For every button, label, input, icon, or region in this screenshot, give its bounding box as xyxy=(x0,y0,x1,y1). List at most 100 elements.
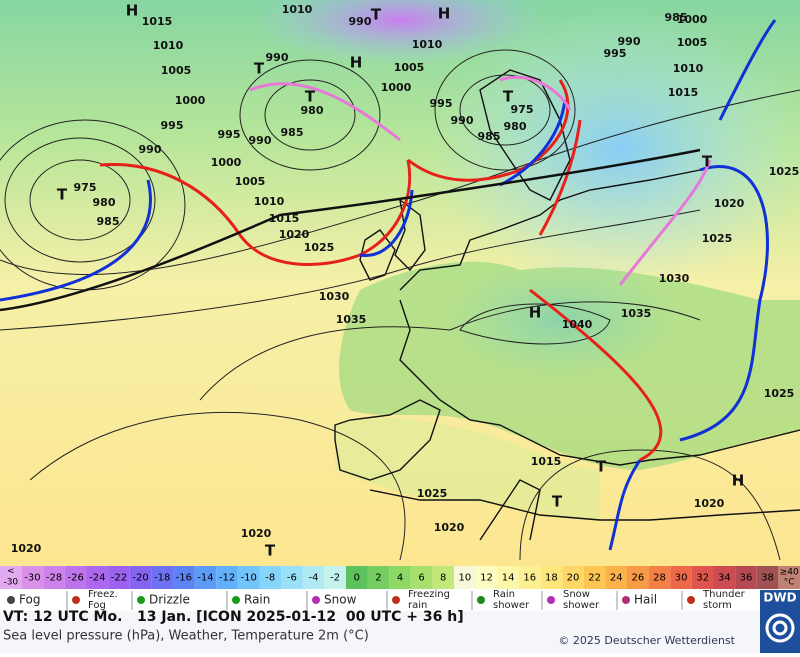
pressure-label: 980 xyxy=(504,120,527,133)
scale-cell xyxy=(259,566,282,589)
pressure-label: 1015 xyxy=(269,212,300,225)
pressure-label: 1020 xyxy=(434,521,465,534)
logo-text: DWD xyxy=(763,591,796,605)
pressure-label: 995 xyxy=(161,119,184,132)
pressure-label: 990 xyxy=(618,35,641,48)
scale-label: -14 xyxy=(197,573,213,584)
legend-label: shower xyxy=(493,600,530,611)
scale-label: 28 xyxy=(653,573,666,584)
scale-cell xyxy=(64,566,87,589)
pressure-center: T xyxy=(265,542,276,560)
pressure-label: 1020 xyxy=(694,497,725,510)
pressure-center: T xyxy=(552,493,563,511)
pressure-label: 1005 xyxy=(677,36,708,49)
scale-cell xyxy=(670,566,692,589)
scale-label: -16 xyxy=(176,573,192,584)
legend-icon xyxy=(232,596,240,604)
scale-cell xyxy=(21,566,44,589)
scale-cell xyxy=(194,566,217,589)
scale-label: 34 xyxy=(718,573,731,584)
pressure-label: 980 xyxy=(301,104,324,117)
scale-cell xyxy=(713,566,736,589)
scale-cell xyxy=(86,566,109,589)
scale-cell xyxy=(129,566,152,589)
pressure-center: T xyxy=(371,6,382,24)
pressure-label: 1015 xyxy=(668,86,699,99)
legend-label: Rain xyxy=(244,593,270,607)
scale-label: 18 xyxy=(545,573,558,584)
scale-cell xyxy=(778,566,800,589)
land-area xyxy=(335,417,600,520)
pressure-label: 1010 xyxy=(153,39,184,52)
scale-cell xyxy=(216,566,238,589)
pressure-label: 1010 xyxy=(412,38,443,51)
scale-cell xyxy=(108,566,130,589)
pressure-center: T xyxy=(503,88,514,106)
pressure-label: 1015 xyxy=(142,15,173,28)
scale-cell xyxy=(281,566,303,589)
legend-icon xyxy=(312,596,320,604)
pressure-center: H xyxy=(350,54,363,72)
scale-label: 38 xyxy=(761,573,774,584)
pressure-center: T xyxy=(305,88,316,106)
pressure-label: 1000 xyxy=(381,81,412,94)
scale-cell xyxy=(410,566,433,589)
logo-icon xyxy=(772,620,788,636)
copyright: © 2025 Deutscher Wetterdienst xyxy=(558,634,735,647)
scale-cell xyxy=(540,566,563,589)
scale-cell xyxy=(691,566,714,589)
scale-cell xyxy=(302,566,325,589)
scale-label: 36 xyxy=(740,573,753,584)
pressure-label: 1010 xyxy=(282,3,313,16)
pressure-center: H xyxy=(126,2,139,20)
scale-cell xyxy=(0,566,22,589)
scale-label: 0 xyxy=(354,573,360,584)
scale-label: -30 xyxy=(3,578,18,588)
scale-label: 26 xyxy=(631,573,644,584)
pressure-center: T xyxy=(254,60,265,78)
pressure-label: 1000 xyxy=(677,13,708,26)
legend-icon xyxy=(687,596,695,604)
legend-label: Thunder xyxy=(702,589,746,600)
legend-label: Freezing xyxy=(408,589,450,600)
product-name: Sea level pressure (hPa), Weather, Tempe… xyxy=(3,629,369,644)
scale-cell xyxy=(605,566,628,589)
scale-label: -24 xyxy=(89,573,105,584)
pressure-label: 980 xyxy=(93,196,116,209)
pressure-label: 1010 xyxy=(673,62,704,75)
pressure-label: 1025 xyxy=(417,487,448,500)
legend-label: Hail xyxy=(634,593,657,607)
legend-icon xyxy=(622,596,630,604)
scale-label: 22 xyxy=(588,573,601,584)
pressure-label: 1005 xyxy=(394,61,425,74)
scale-label: 8 xyxy=(440,573,446,584)
scale-label: -22 xyxy=(111,573,127,584)
pressure-label: 1025 xyxy=(702,232,733,245)
scale-cell xyxy=(518,566,541,589)
pressure-label: 990 xyxy=(139,143,162,156)
pressure-center: T xyxy=(57,186,68,204)
pressure-label: 1025 xyxy=(304,241,335,254)
scale-cell xyxy=(43,566,65,589)
legend-icon xyxy=(137,596,145,604)
scale-cell xyxy=(454,566,476,589)
legend-label: Drizzle xyxy=(149,593,190,607)
pressure-label: 1025 xyxy=(769,165,800,178)
scale-label: -18 xyxy=(154,573,170,584)
logo-icon xyxy=(765,613,795,643)
scale-cell xyxy=(627,566,649,589)
pressure-label: 1020 xyxy=(241,527,272,540)
valid-time: VT: 12 UTC Mo. 13 Jan. [ICON 2025-01-12 … xyxy=(3,609,464,625)
pressure-label: 985 xyxy=(665,11,688,24)
weather-legend: Fog Freez.Fog Drizzle Rain Snow FreezingrainR… xyxy=(7,589,746,611)
legend-icon xyxy=(392,596,400,604)
pressure-label: 975 xyxy=(74,181,97,194)
pressure-label: 990 xyxy=(266,51,289,64)
pressure-label: 990 xyxy=(249,134,272,147)
scale-label: -12 xyxy=(219,573,235,584)
scale-cell xyxy=(648,566,671,589)
pressure-center: T xyxy=(596,458,607,476)
legend-icon xyxy=(7,596,15,604)
pressure-label: 1035 xyxy=(336,313,367,326)
